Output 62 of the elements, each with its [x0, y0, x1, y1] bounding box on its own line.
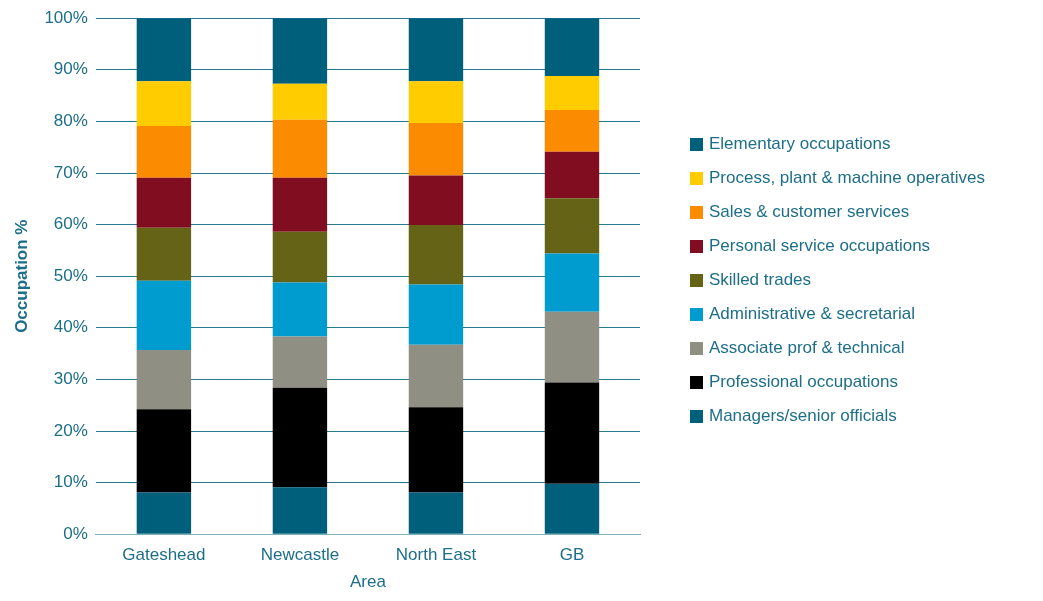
legend-label: Professional occupations	[709, 372, 899, 392]
bar	[544, 382, 600, 484]
bar	[544, 75, 600, 111]
y-tick-label: 30%	[53, 369, 88, 389]
y-tick-label: 50%	[53, 265, 88, 285]
bar	[544, 483, 600, 534]
legend-label: Elementary occupations	[709, 134, 891, 154]
y-tick-label: 40%	[53, 317, 88, 337]
bar	[408, 344, 464, 408]
legend-label: Managers/senior officials	[709, 406, 897, 426]
bar	[136, 126, 192, 178]
x-tick-label: GB	[559, 545, 585, 565]
bar	[408, 407, 464, 493]
y-tick-label: 80%	[53, 111, 88, 131]
y-tick-label: 60%	[53, 214, 88, 234]
legend-label: Associate prof & technical	[709, 338, 905, 358]
bar	[136, 409, 192, 493]
legend-label: Sales & customer services	[709, 202, 910, 222]
y-axis-title: Occupation %	[11, 219, 31, 333]
x-tick-label: North East	[395, 545, 477, 565]
bar	[544, 110, 600, 152]
bar	[272, 487, 328, 534]
bar	[136, 18, 192, 82]
legend-label: Skilled trades	[709, 270, 812, 290]
bar	[544, 253, 600, 312]
bar	[408, 175, 464, 226]
legend-label: Administrative & secretarial	[709, 304, 915, 324]
bar	[136, 81, 192, 127]
bar	[408, 18, 464, 82]
bar	[272, 282, 328, 337]
bar	[408, 284, 464, 345]
bar	[136, 349, 192, 410]
bar	[544, 151, 600, 199]
y-tick-label: 10%	[53, 472, 88, 492]
bar	[136, 280, 192, 350]
bar	[272, 18, 328, 84]
bar	[136, 227, 192, 281]
bar	[136, 492, 192, 534]
bar	[408, 122, 464, 176]
legend-label: Process, plant & machine operatives	[709, 168, 985, 188]
bar	[272, 336, 328, 388]
x-axis-title: Area	[349, 572, 387, 592]
x-tick-label: Gateshead	[122, 545, 206, 565]
bar	[408, 225, 464, 285]
bar	[272, 83, 328, 120]
bar	[544, 18, 600, 76]
x-tick-label: Newcastle	[260, 545, 340, 565]
bar	[544, 311, 600, 383]
bar	[272, 387, 328, 488]
y-tick-label: 20%	[53, 420, 88, 440]
y-tick-label: 90%	[53, 59, 88, 79]
bar	[272, 177, 328, 232]
y-tick-label: 100%	[44, 7, 88, 27]
legend-label: Personal service occupations	[709, 236, 931, 256]
bar	[272, 119, 328, 178]
y-tick-label: 0%	[63, 523, 88, 543]
bar	[408, 81, 464, 123]
bar	[408, 492, 464, 534]
bar	[544, 198, 600, 254]
bar	[272, 231, 328, 283]
y-tick-label: 70%	[53, 162, 88, 182]
bar	[136, 177, 192, 228]
